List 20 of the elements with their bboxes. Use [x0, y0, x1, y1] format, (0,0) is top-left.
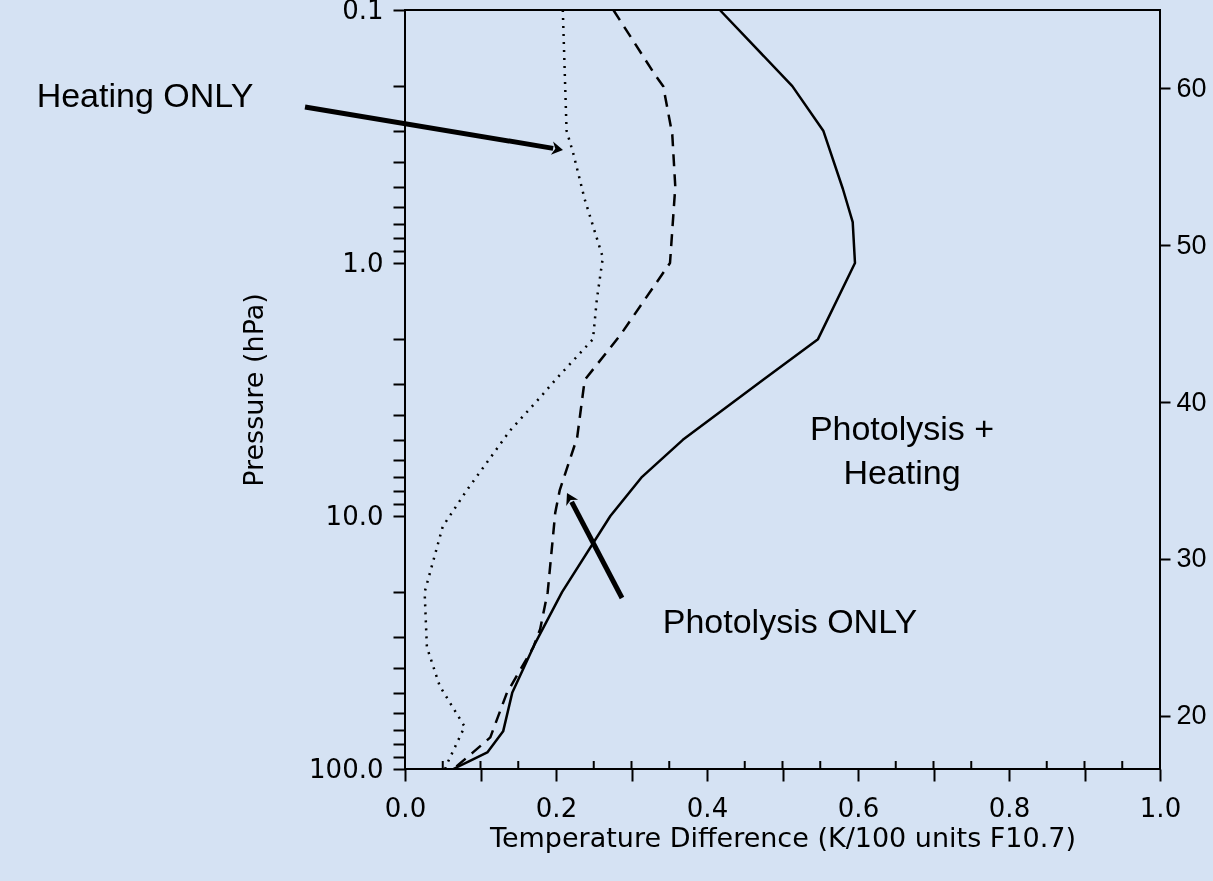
- y2-tick-label: 60: [1176, 72, 1207, 103]
- y2-tick-label: 30: [1176, 543, 1207, 574]
- y-tick-label: 10.0: [325, 500, 384, 531]
- text: Heating ONLY: [36, 76, 254, 114]
- x-tick-label: 0.8: [988, 792, 1031, 823]
- y2-tick-label: 40: [1176, 386, 1207, 417]
- x-tick-label: 1.0: [1139, 792, 1182, 823]
- x-axis-title: Temperature Difference (K/100 units F10.7): [489, 821, 1076, 853]
- x-tick-label: 0.0: [384, 792, 427, 823]
- y-axis-title: Pressure (hPa): [238, 293, 270, 487]
- y2-tick-label: 50: [1176, 229, 1207, 260]
- y-tick-label: 0.1: [342, 0, 384, 25]
- x-tick-label: 0.4: [686, 792, 729, 823]
- y-tick-label: 1.0: [342, 247, 384, 278]
- x-tick-label: 0.2: [535, 792, 578, 823]
- y-tick-label: 100.0: [309, 753, 384, 784]
- y2-tick-label: 20: [1176, 700, 1207, 731]
- x-tick-label: 0.6: [837, 792, 880, 823]
- annotation: Photolysis ONLY: [662, 602, 918, 640]
- annotation: Photolysis + Heating: [809, 409, 995, 491]
